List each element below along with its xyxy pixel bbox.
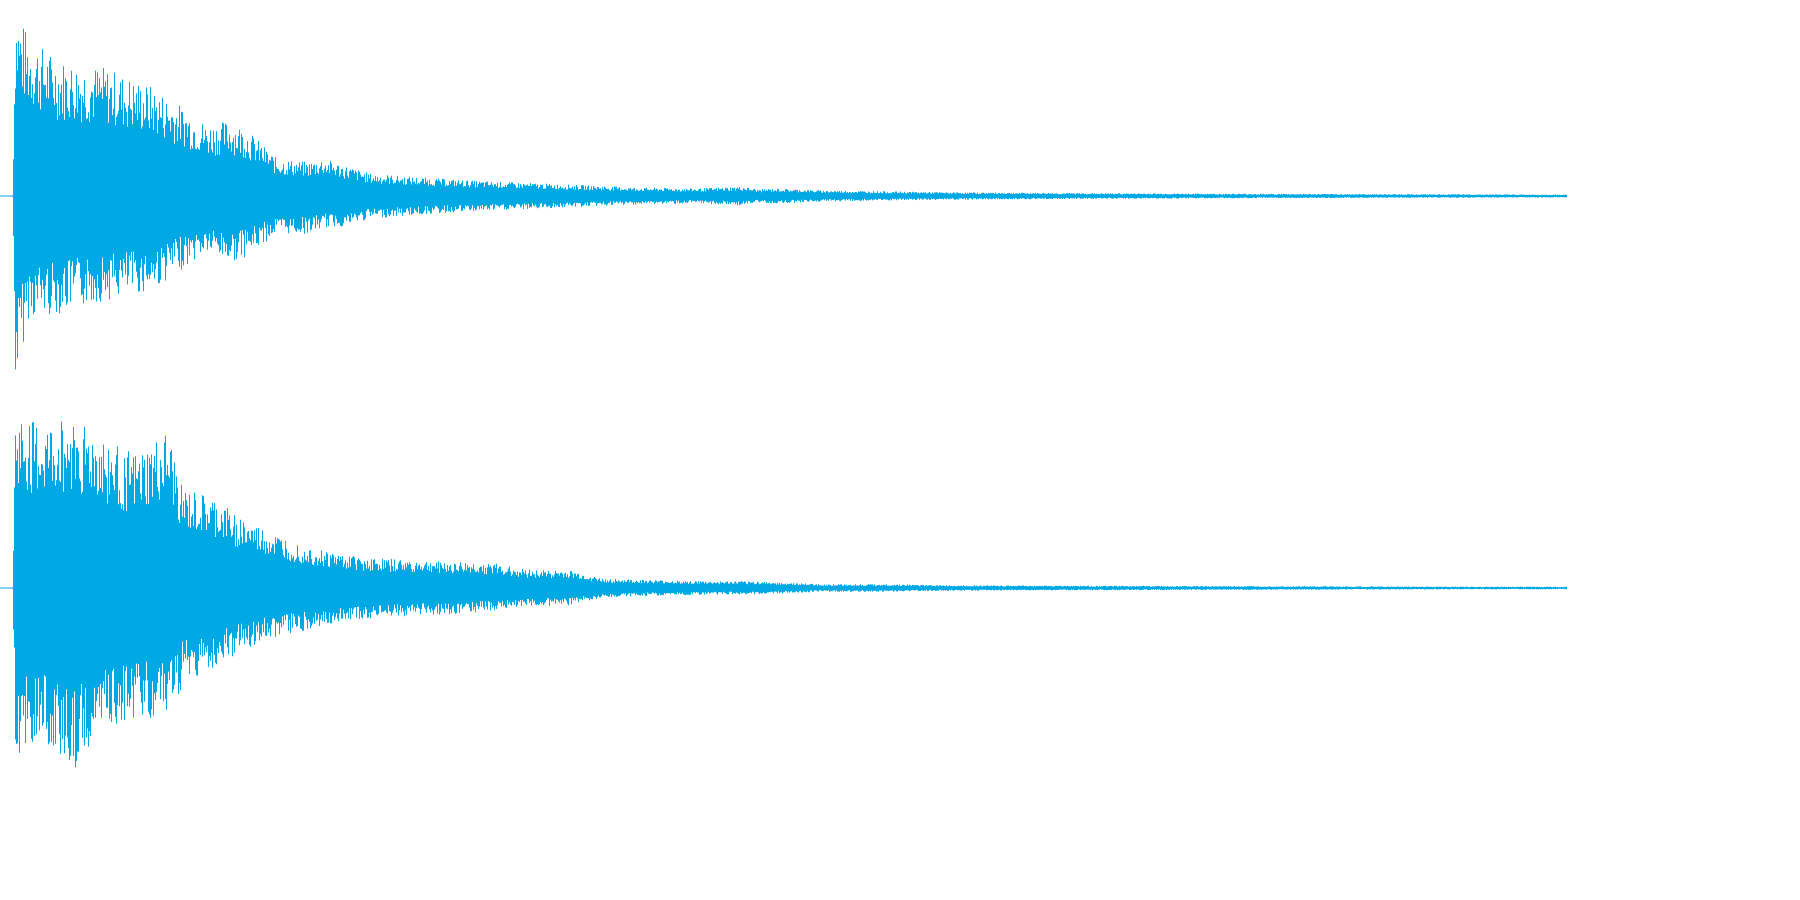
channel-1-samples — [12, 28, 1567, 370]
channel-1-waveform — [0, 28, 1567, 370]
channel-2-waveform — [0, 421, 1567, 768]
channel-2-samples — [12, 421, 1567, 768]
